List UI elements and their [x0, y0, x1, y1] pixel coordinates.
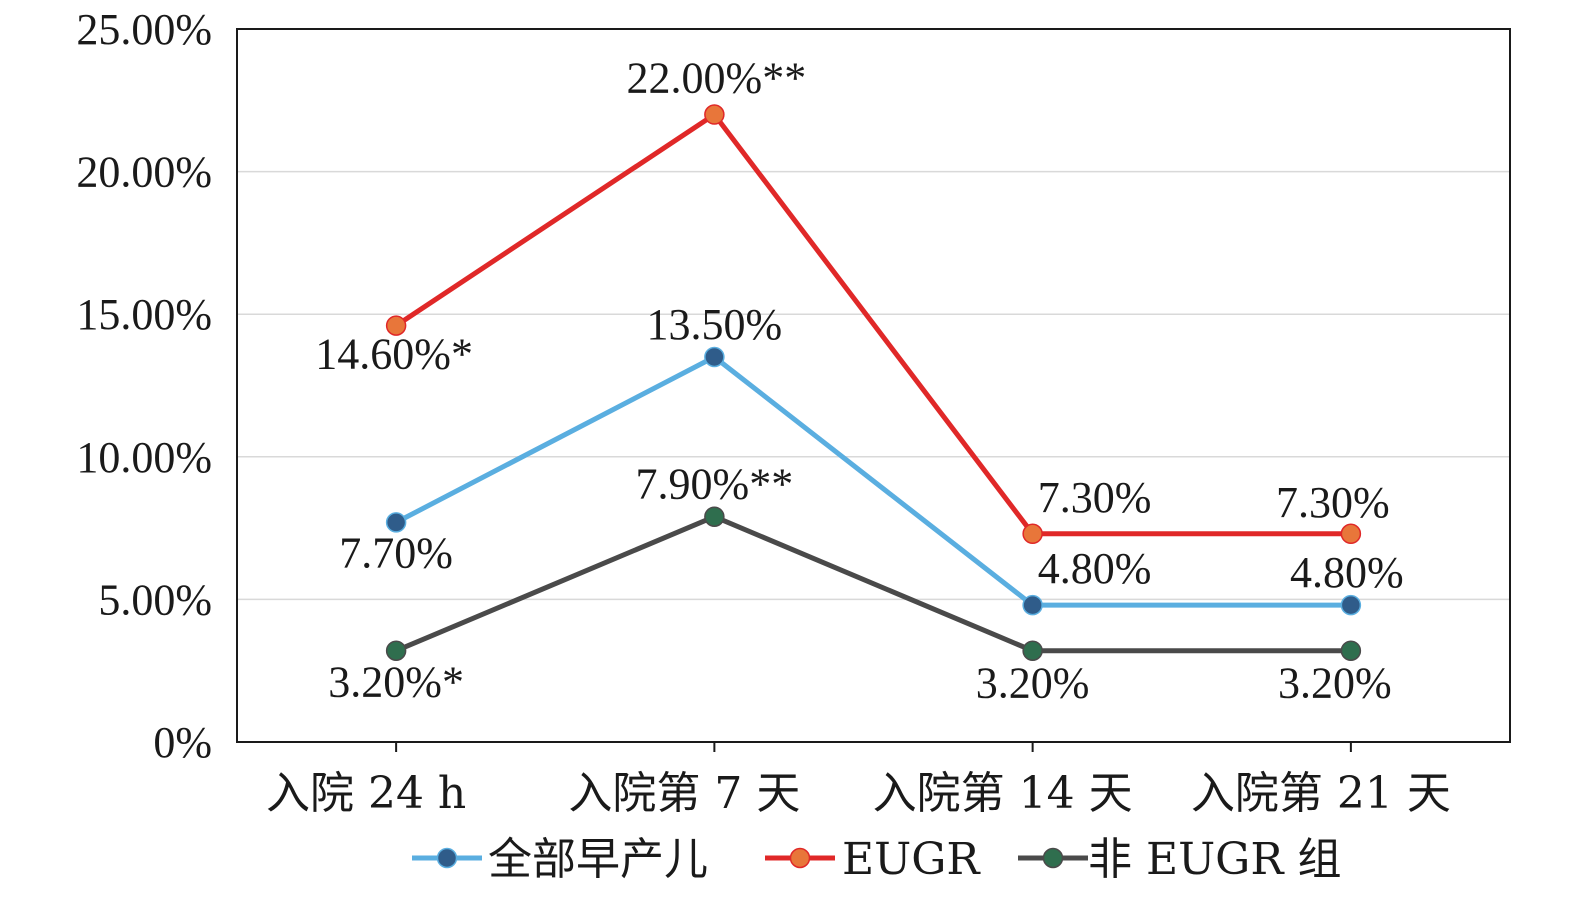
data-point [1022, 594, 1043, 616]
y-tick-label: 5.00% [98, 575, 212, 624]
series-line [395, 514, 1351, 654]
x-tick-label: 入院 24 h [266, 768, 466, 819]
data-label: 7.30% [1276, 478, 1390, 527]
series-2 [385, 506, 1362, 661]
data-point [1340, 594, 1362, 616]
series-group [385, 104, 1362, 661]
data-point [1340, 523, 1362, 545]
series-0 [385, 346, 1362, 616]
series-1 [385, 104, 1362, 545]
axes [236, 28, 1511, 743]
legend-swatch-marker [436, 847, 458, 869]
data-point [1022, 523, 1043, 545]
data-label: 4.80% [1290, 548, 1404, 597]
data-point [704, 346, 725, 368]
data-point [1022, 640, 1043, 661]
y-tick-label: 15.00% [76, 290, 212, 339]
legend-item-1: EUGR [765, 834, 981, 885]
data-labels: 7.70% 13.50% 4.80% 4.80% 14.60%* 22.00%** 7.30… [315, 54, 1403, 708]
legend-label: EUGR [842, 834, 981, 885]
y-tick-label: 0% [153, 718, 212, 767]
legend-label: 全部早产儿 [488, 834, 708, 885]
legend-swatch-marker [1042, 847, 1064, 869]
data-label: 13.50% [647, 300, 783, 349]
legend-item-2: 非 EUGR 组 [1018, 834, 1341, 885]
data-label: 7.30% [1038, 473, 1152, 522]
y-axis-ticks: 0% 5.00% 10.00% 15.00% 20.00% 25.00% [76, 5, 212, 767]
y-tick-label: 10.00% [76, 433, 212, 482]
legend-swatch-marker [789, 847, 811, 869]
x-tick-label: 入院第 7 天 [568, 768, 800, 819]
legend-label: 非 EUGR 组 [1088, 834, 1341, 885]
data-point [704, 104, 725, 125]
y-tick-label: 25.00% [76, 5, 212, 54]
data-point [385, 640, 407, 661]
data-point [385, 512, 407, 533]
data-point [1340, 640, 1362, 661]
x-tick-label: 入院第 14 天 [873, 768, 1133, 819]
plot-frame [236, 28, 1511, 743]
data-label: 22.00%** [627, 54, 807, 103]
data-label: 14.60%* [315, 330, 473, 379]
data-label: 3.20% [976, 659, 1090, 708]
series-line [394, 112, 1351, 537]
data-label: 3.20%* [328, 658, 464, 707]
data-point [704, 506, 725, 527]
legend-item-0: 全部早产儿 [412, 834, 708, 885]
series-line [394, 354, 1351, 608]
data-point [385, 315, 407, 336]
data-label: 3.20% [1278, 659, 1392, 708]
gridlines [237, 170, 1510, 601]
data-label: 7.90%** [636, 460, 794, 509]
x-axis-ticks: 入院 24 h 入院第 7 天 入院第 14 天 入院第 21 天 [266, 742, 1451, 819]
x-tick-label: 入院第 21 天 [1191, 768, 1451, 819]
legend: 全部早产儿 EUGR 非 EUGR 组 [412, 834, 1341, 885]
data-label: 7.70% [339, 528, 453, 577]
data-label: 4.80% [1038, 544, 1152, 593]
y-tick-label: 20.00% [76, 148, 212, 197]
